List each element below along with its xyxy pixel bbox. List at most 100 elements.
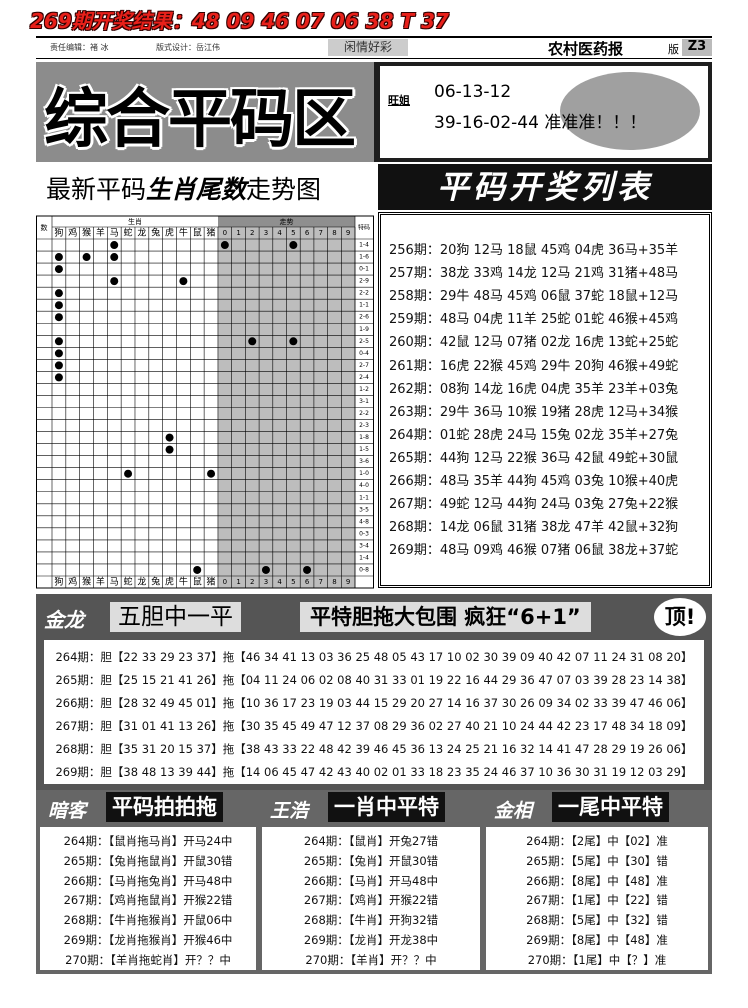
zodiac-dot (54, 289, 63, 298)
row-label: 0-8 (359, 566, 369, 573)
digit-footer: 4 (277, 578, 282, 586)
row-label: 1-2 (359, 386, 369, 393)
zodiac-header: 猪 (207, 227, 216, 239)
column-title: 平码拍拍拖 (106, 792, 223, 822)
zodiac-header: 猴 (82, 227, 91, 239)
row-label: 2-7 (359, 362, 369, 369)
digit-dot (220, 241, 229, 250)
zodiac-dot (110, 241, 119, 250)
dantuo-title: 五胆中一平 (110, 602, 241, 632)
zodiac-footer: 兔 (151, 576, 160, 588)
row-label: 1-8 (359, 434, 369, 441)
dantuo-line: 265期：胆【25 15 21 41 26】拖【04 11 24 06 02 0… (55, 673, 693, 687)
zodiac-footer: 蛇 (124, 576, 133, 588)
row-label: 4-0 (359, 482, 369, 489)
zodiac-dot (54, 313, 63, 322)
column-line: 264期：【鼠肖拖马肖】开马24中 (63, 834, 233, 848)
page-label: 版 (668, 43, 679, 56)
zodiac-footer: 羊 (96, 576, 105, 588)
digit-header: 6 (305, 229, 310, 237)
column-author: 王浩 (270, 800, 309, 822)
column-title: 一尾中平特 (552, 792, 669, 822)
row-label: 1-1 (359, 302, 369, 309)
list-line: 264期：01蛇 28虎 24马 15兔 02龙 35羊+27兔 (389, 427, 679, 443)
corner-label: 数 (41, 223, 48, 232)
zodiac-footer: 狗 (54, 576, 63, 588)
special-label: 特码 (358, 224, 370, 232)
column-line: 269期：【龙肖拖猴肖】开猴46中 (63, 933, 233, 947)
zodiac-footer: 猪 (207, 576, 216, 588)
zodiac-header: 马 (110, 228, 119, 239)
digit-footer: 8 (332, 578, 336, 586)
zodiac-dot (54, 253, 63, 262)
column-line: 268期：【牛肖】开狗32错 (303, 913, 439, 928)
column-line: 268期：【5尾】中【32】错 (526, 913, 668, 928)
banner-line1: 06-13-12 (434, 82, 512, 102)
column-box: 264期：【2尾】中【02】准 265期：【5尾】中【30】错 266期：【8尾】中… (486, 827, 708, 970)
page-number: Z3 (682, 39, 712, 56)
digit-header: 8 (332, 229, 336, 237)
list-line: 269期：48马 09鸡 46猴 07猪 06鼠 38龙+37蛇 (389, 543, 679, 559)
digit-footer: 2 (250, 578, 254, 586)
digit-header: 4 (277, 229, 282, 237)
column-line: 270期：【羊肖拖蛇肖】开？？中 (65, 952, 231, 967)
list-line: 259期：48马 04虎 11羊 25蛇 01蛇 46猴+45鸡 (389, 312, 679, 328)
column-line: 268期：【牛肖拖猴肖】开鼠06中 (63, 913, 233, 928)
list-line: 267期：49蛇 12马 44狗 24马 03兔 27兔+22猴 (389, 497, 679, 513)
row-label: 2-6 (359, 314, 369, 321)
list-box: 256期：20狗 12马 18鼠 45鸡 04虎 36马+35羊 257期：38龙… (378, 212, 712, 588)
trend-title-a: 最新平码 (46, 175, 147, 204)
row-label: 2-3 (359, 422, 369, 429)
column-line: 267期：【1尾】中【22】错 (526, 893, 668, 908)
trend-title-c: 走势图 (246, 175, 322, 204)
zodiac-header: 牛 (179, 227, 188, 239)
row-label: 3-4 (359, 542, 369, 549)
dantuo-badge: 顶! (654, 598, 706, 636)
digit-header: 0 (223, 229, 227, 237)
digit-footer: 3 (264, 578, 268, 586)
designer: 版式设计：岳江伟 (156, 43, 220, 52)
zodiac-header: 鸡 (68, 227, 77, 239)
digit-footer: 9 (346, 578, 350, 586)
column-tag: 闲情好彩 (328, 39, 408, 56)
zodiac-dot (54, 301, 63, 310)
trend-grid: 数生肖 走势特码狗狗鸡鸡猴猴羊羊马马蛇蛇龙龙兔兔虎虎牛牛鼠鼠猪猪001122334… (36, 215, 374, 589)
zodiac-dot (54, 265, 63, 274)
digit-header: 1 (236, 229, 240, 237)
dantuo-section: 金龙 五胆中一平 平特胆拖大包围 疯狂“6+1” 顶! 264期：胆【22 33… (36, 594, 712, 790)
zodiac-dot (207, 469, 216, 478)
zodiac-footer: 牛 (179, 576, 188, 588)
banner: 综合平码区 旺姐 06-13-12 39-16-02-44 准准准！！！ (36, 62, 712, 162)
row-label: 0-1 (359, 266, 369, 273)
digit-footer: 0 (223, 578, 227, 586)
row-label: 0-4 (359, 350, 369, 357)
row-label: 2-4 (359, 374, 369, 381)
zodiac-dot (54, 337, 63, 346)
trend-title-b: 生肖尾数 (146, 175, 247, 204)
dantuo-box: 264期：胆【22 33 29 23 37】拖【46 34 41 13 03 3… (44, 640, 704, 784)
paper-name: 农村医药报 (548, 40, 624, 58)
column-line: 264期：【2尾】中【02】准 (526, 834, 668, 848)
digit-dot (289, 241, 298, 250)
digit-header: 2 (250, 229, 254, 237)
digit-footer: 1 (236, 578, 240, 586)
digit-group: 走势 (280, 217, 294, 226)
dantuo-slogan: 平特胆拖大包围 疯狂“6+1” (300, 602, 591, 632)
list-line: 265期：44狗 12马 22猴 36马 42鼠 49蛇+30鼠 (389, 450, 679, 466)
zodiac-footer: 龙 (137, 576, 146, 588)
column-line: 264期：【鼠肖】开兔27错 (303, 834, 439, 848)
column-line: 265期：【兔肖】开鼠30错 (303, 853, 439, 868)
digit-dot (303, 565, 312, 574)
zodiac-dot (165, 445, 174, 454)
row-label: 1-6 (359, 254, 369, 261)
list-line: 261期：16虎 22猴 45鸡 29牛 20狗 46猴+49蛇 (389, 358, 679, 374)
digit-header: 9 (346, 229, 350, 237)
banner-left (36, 62, 374, 162)
column-line: 266期：【马肖】开马48中 (303, 873, 439, 888)
list-line: 263期：29牛 36马 10猴 19猪 28虎 12马+34猴 (389, 404, 679, 420)
row-label: 3-1 (359, 398, 369, 405)
row-label: 1-5 (359, 446, 369, 453)
zodiac-footer: 鸡 (68, 576, 77, 588)
column-line: 267期：【鸡肖拖鼠肖】开猴22错 (63, 893, 233, 908)
dantuo-author: 金龙 (44, 608, 84, 632)
